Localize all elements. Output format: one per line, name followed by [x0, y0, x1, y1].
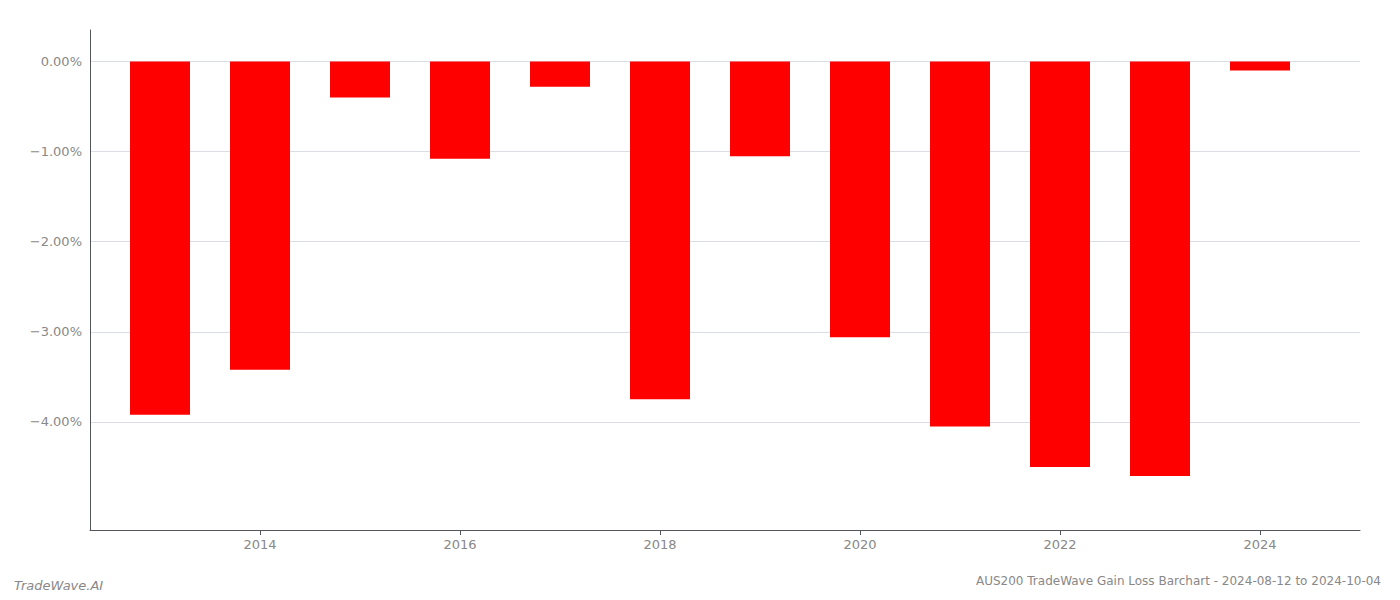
svg-text:−1.00%: −1.00%	[30, 144, 82, 159]
svg-text:TradeWave.AI: TradeWave.AI	[14, 578, 103, 593]
svg-text:2014: 2014	[243, 537, 276, 552]
svg-text:2024: 2024	[1243, 537, 1276, 552]
svg-text:2016: 2016	[443, 537, 476, 552]
svg-text:2018: 2018	[643, 537, 676, 552]
svg-text:2022: 2022	[1043, 537, 1076, 552]
svg-text:−4.00%: −4.00%	[30, 414, 82, 429]
svg-text:2020: 2020	[843, 537, 876, 552]
svg-text:AUS200 TradeWave Gain Loss Bar: AUS200 TradeWave Gain Loss Barchart - 20…	[976, 574, 1381, 588]
svg-text:−3.00%: −3.00%	[30, 324, 82, 339]
svg-text:0.00%: 0.00%	[41, 54, 82, 69]
svg-text:−2.00%: −2.00%	[30, 234, 82, 249]
